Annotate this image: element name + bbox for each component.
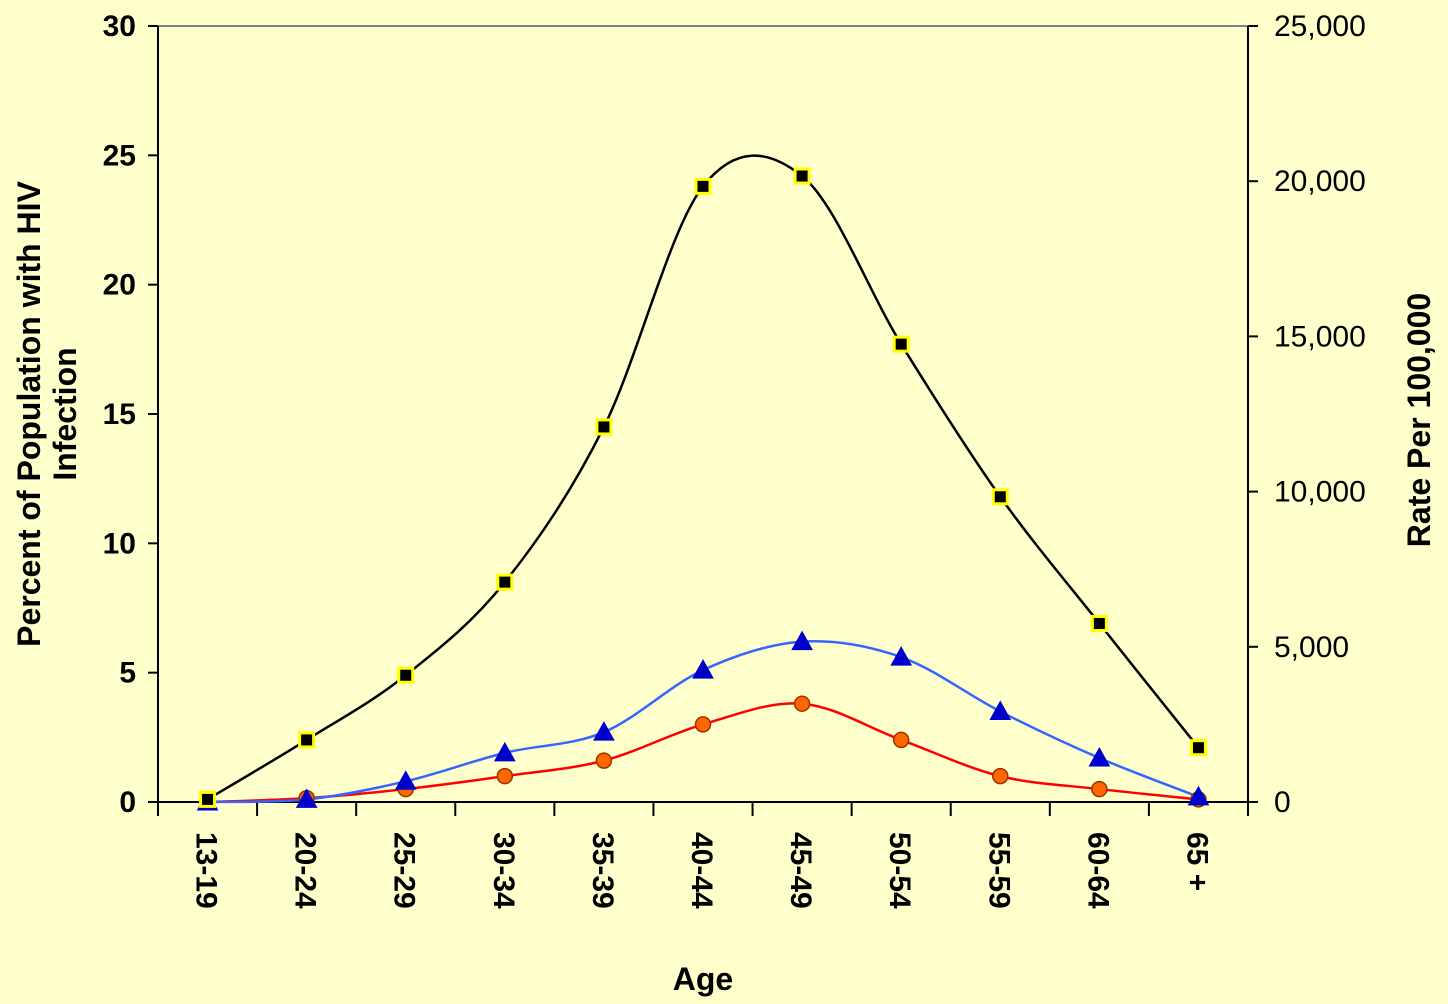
y-left-tick-label: 10 <box>103 527 136 560</box>
data-point-triangle <box>493 741 516 762</box>
y-left-tick-label: 20 <box>103 269 136 302</box>
data-point-circle <box>595 752 613 769</box>
series-square-line <box>206 154 1200 801</box>
data-point-circle <box>1091 780 1108 798</box>
x-tick-label: 45-49 <box>784 832 817 909</box>
x-tick-label: 55-59 <box>982 832 1015 909</box>
y-left-tick-label: 15 <box>103 398 136 431</box>
y-axis-left-title-line: Percent of Population with HIV <box>11 180 47 646</box>
x-axis-title: Age <box>673 961 733 997</box>
x-tick-label: 60-64 <box>1081 832 1114 909</box>
y-axis-left-title-line: Infection <box>47 347 83 480</box>
chart-axes: 0 5 10 15 20 25 30 0 5,000 10,000 15,000 20,000 25,0… <box>103 10 1366 909</box>
data-point-triangle <box>295 788 318 808</box>
data-point-square <box>1090 615 1108 633</box>
data-point-circle <box>992 767 1009 785</box>
data-point-square <box>991 488 1009 506</box>
y-right-tick-label: 0 <box>1274 786 1291 819</box>
y-right-tick-label: 15,000 <box>1274 320 1366 353</box>
data-point-triangle <box>989 700 1012 720</box>
y-right-tick-label: 20,000 <box>1274 165 1366 198</box>
y-left-tick-label: 25 <box>103 139 136 172</box>
data-point-square <box>793 167 811 185</box>
data-point-triangle <box>890 646 913 666</box>
x-tick-label: 30-34 <box>487 832 520 909</box>
x-tick-label: 25-29 <box>388 832 421 909</box>
data-point-triangle <box>1187 785 1210 806</box>
y-left-tick-label: 5 <box>119 657 136 690</box>
data-point-triangle <box>394 770 417 790</box>
x-tick-label: 40-44 <box>685 832 718 909</box>
data-point-circle <box>496 767 514 785</box>
y-right-tick-label: 5,000 <box>1274 631 1349 664</box>
y-axis-right-title: Rate Per 100,000 <box>1401 293 1437 547</box>
data-point-circle <box>793 695 811 712</box>
data-point-triangle <box>791 630 813 651</box>
data-point-triangle <box>692 659 714 679</box>
data-point-square <box>892 335 910 353</box>
x-tick-label: 65 + <box>1180 832 1213 891</box>
data-point-square <box>298 731 316 749</box>
y-left-tick-label: 0 <box>119 786 136 819</box>
data-point-square <box>1189 739 1207 757</box>
data-point-circle <box>694 716 712 733</box>
data-point-square <box>199 790 217 808</box>
data-point-square <box>496 573 514 591</box>
x-tick-label: 20-24 <box>289 832 322 909</box>
x-tick-label: 13-19 <box>190 832 223 909</box>
y-right-tick-label: 25,000 <box>1274 10 1366 43</box>
y-left-tick-label: 30 <box>103 10 136 43</box>
x-tick-label: 35-39 <box>586 832 619 909</box>
y-right-tick-label: 10,000 <box>1274 476 1366 509</box>
chart-labels: Percent of Population with HIVInfection … <box>11 180 1437 997</box>
data-point-circle <box>892 731 910 749</box>
data-point-triangle <box>593 721 615 741</box>
x-tick-label: 50-54 <box>883 832 916 909</box>
chart-series <box>196 154 1210 811</box>
data-point-square <box>694 177 712 195</box>
data-point-triangle <box>1088 746 1111 767</box>
data-point-square <box>595 418 613 436</box>
data-point-square <box>397 666 415 684</box>
y-axis-left-title: Percent of Population with HIVInfection <box>11 180 83 646</box>
